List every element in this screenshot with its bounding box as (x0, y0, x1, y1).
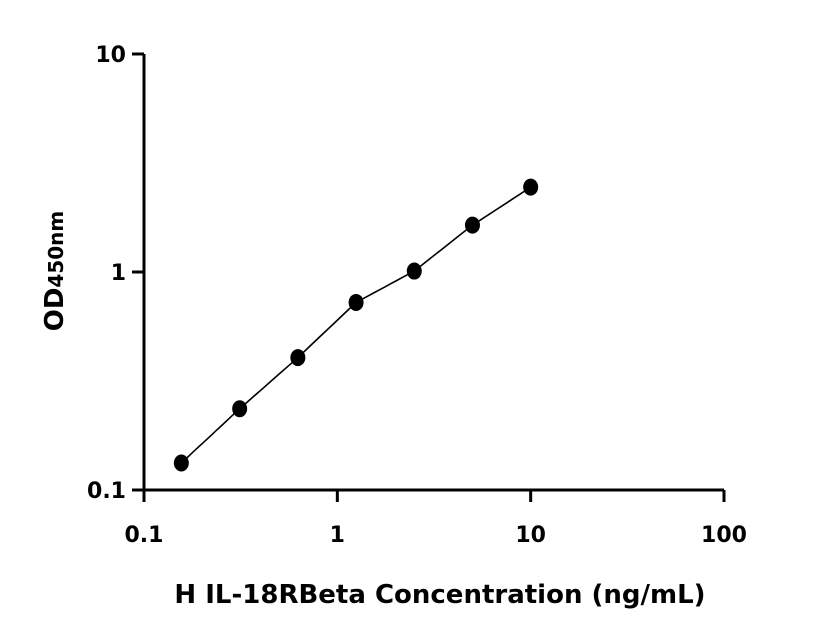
x-tick-label: 0.1 (125, 523, 164, 548)
data-point (290, 349, 306, 367)
x-tick-label: 1 (330, 523, 345, 548)
data-point (523, 178, 539, 196)
y-axis-title-subscript: 450nm (44, 211, 68, 288)
x-tick-label: 10 (515, 523, 546, 548)
data-point (406, 262, 422, 280)
axes (142, 54, 724, 492)
ticks: 0.1 1 10 100 0.1 1 10 (87, 43, 747, 548)
data-point (348, 293, 364, 311)
y-tick-label: 0.1 (87, 479, 126, 504)
x-tick-label: 100 (701, 523, 747, 548)
data-point (173, 454, 189, 472)
data-point (464, 216, 480, 234)
y-axis-title: OD450nm (40, 211, 70, 332)
y-axis-title-main: OD (40, 288, 70, 332)
data-points (173, 178, 539, 472)
y-tick-label: 1 (111, 261, 126, 286)
y-tick-label: 10 (95, 43, 126, 68)
data-point (232, 400, 248, 418)
x-axis-title: H IL-18RBeta Concentration (ng/mL) (174, 580, 705, 610)
